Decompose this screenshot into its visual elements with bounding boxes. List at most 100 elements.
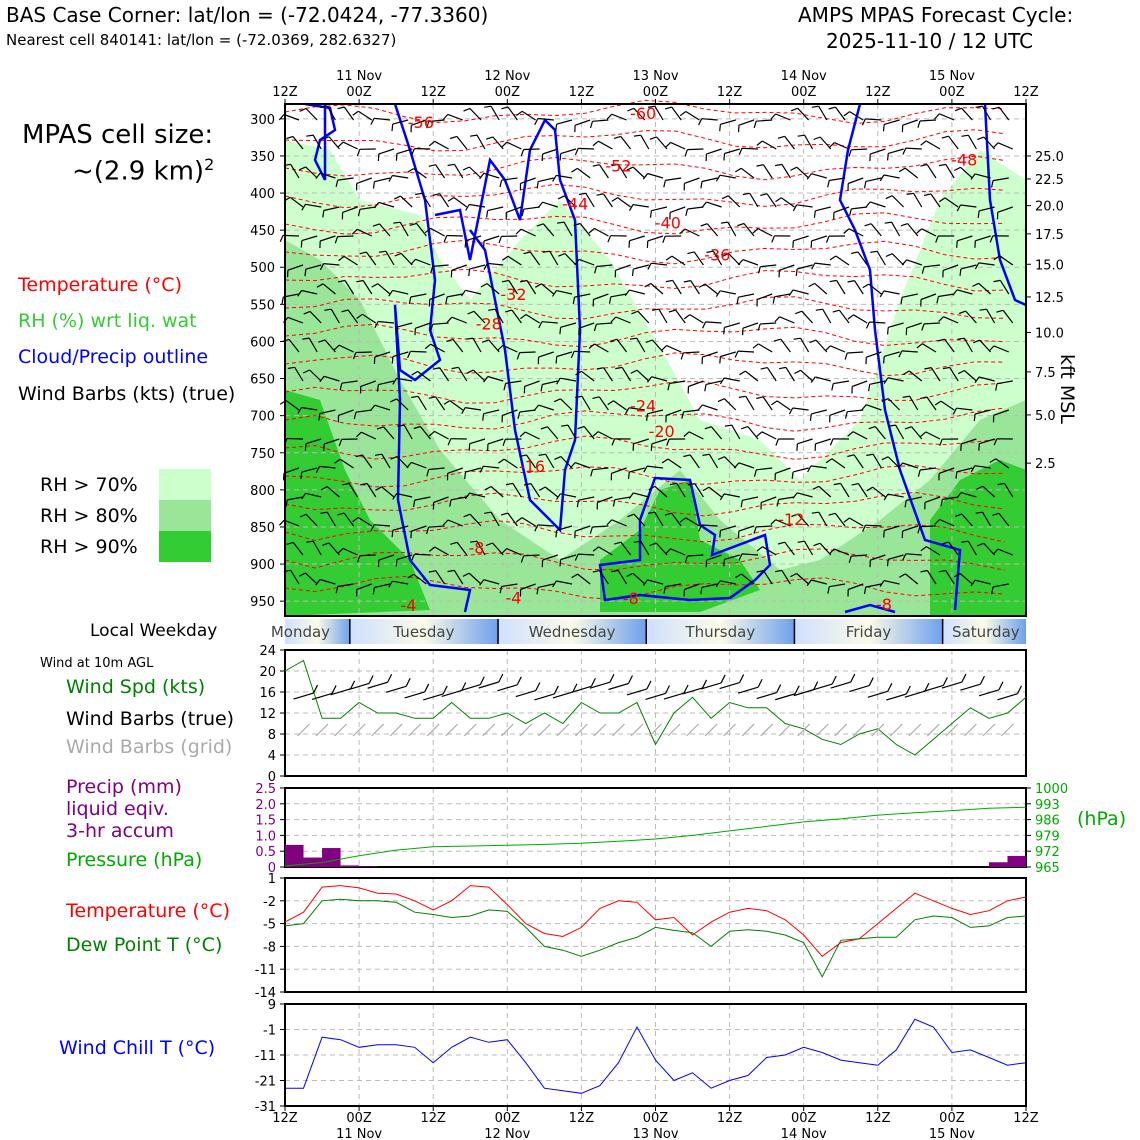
wind-barb	[428, 119, 445, 123]
wind-barb	[906, 322, 922, 329]
wind-barb-feather	[392, 378, 397, 385]
wind-barb	[997, 206, 1013, 213]
wind-barb-feather	[356, 279, 364, 283]
wind-barb-feather	[394, 252, 402, 257]
wind-barb	[756, 293, 773, 301]
wind-barb-feather	[844, 411, 848, 419]
wind-barb	[328, 542, 340, 556]
true-wind-barb-feather	[979, 675, 985, 685]
wind-barb-feather	[628, 240, 631, 248]
wind-barb	[538, 404, 554, 411]
true-wind-barb	[330, 688, 351, 696]
wind-barb	[851, 554, 868, 557]
wind-barb-feather	[278, 519, 285, 526]
wind-barb	[524, 431, 540, 440]
wind-barb	[567, 424, 577, 440]
wind-barb-feather	[341, 309, 349, 313]
wind-barb-feather	[993, 438, 998, 446]
wind-barb	[611, 467, 627, 474]
wind-barb	[396, 377, 413, 382]
true-wind-barb-feather	[813, 681, 819, 690]
true-wind-barb	[867, 690, 888, 698]
wind-barb	[337, 583, 354, 587]
wind-barb	[545, 453, 555, 469]
wind-barb	[780, 338, 791, 353]
wind-barb-feather	[594, 266, 598, 274]
wind-barb	[301, 467, 318, 473]
wind-barb	[815, 339, 828, 353]
wind-barb	[414, 553, 431, 556]
wind-barb	[683, 409, 700, 413]
wind-barb	[684, 177, 700, 184]
grid-wind-barb	[723, 723, 737, 737]
wind-barb	[581, 370, 595, 382]
true-wind-barb	[441, 689, 462, 698]
top-time-label: 00Z	[939, 85, 965, 100]
wind-barb-feather	[606, 113, 613, 120]
wind-barb-feather	[868, 426, 876, 430]
wind-barb	[724, 322, 740, 328]
pressure-tick-label: 972	[1035, 845, 1060, 860]
wind-barb-feather	[299, 166, 306, 171]
wind-barb	[671, 106, 682, 121]
wind-barb	[560, 398, 573, 411]
isotherm-contour	[284, 129, 1006, 152]
wind-barb	[840, 483, 850, 498]
wind-barb	[738, 462, 755, 469]
wind-barb-feather	[627, 471, 630, 479]
wind-barb	[926, 546, 941, 556]
wind-barb-feather	[316, 283, 324, 288]
wind-barb	[708, 453, 719, 469]
wind-barb-feather	[574, 148, 579, 156]
wind-barb	[797, 438, 813, 445]
wind-barb	[723, 493, 740, 498]
pressure-line	[284, 806, 1027, 867]
wind-barb-feather	[505, 309, 513, 313]
wind-barb-feather	[879, 290, 885, 298]
wind-barb	[670, 548, 686, 556]
wind-barb-feather	[738, 395, 746, 398]
wind-barb	[742, 259, 759, 266]
wind-barb	[651, 376, 668, 382]
wind-barb	[490, 486, 504, 498]
wind-barb	[537, 117, 554, 121]
wind-barb	[396, 554, 413, 561]
true-wind-barb	[293, 692, 314, 700]
wind-barb-feather	[500, 512, 509, 516]
wind-barb-feather	[844, 352, 848, 360]
wind-barb	[926, 164, 937, 179]
wind-barb	[596, 322, 613, 325]
wind-barb-feather	[447, 438, 452, 446]
wind-barb	[865, 524, 882, 527]
wind-barb-feather	[578, 192, 587, 196]
wind-barb	[487, 375, 504, 382]
wind-barb-feather	[778, 366, 787, 370]
wind-barb-feather	[719, 377, 725, 385]
wind-barb	[556, 580, 573, 585]
wind-barb-feather	[977, 136, 985, 141]
wind-barb-feather	[559, 153, 562, 161]
wind-barb-feather	[519, 279, 528, 283]
wind-barb	[446, 234, 463, 237]
true-wind-barb	[960, 683, 981, 691]
true-wind-barb-feather	[1016, 685, 1023, 695]
wind-barb-feather	[776, 499, 780, 507]
wind-barb-feather	[663, 586, 666, 594]
wind-panel-frame	[284, 649, 1027, 777]
wind-barb	[326, 486, 340, 498]
weekday-band	[498, 619, 647, 644]
wind-barb	[578, 322, 595, 329]
wind-barb-feather	[991, 586, 994, 594]
isotherm-contour	[284, 464, 1006, 488]
wind-barb	[301, 235, 318, 242]
wind-barb	[599, 164, 609, 179]
wind-barb	[508, 280, 518, 295]
wind-barb	[355, 351, 372, 354]
wind-barb	[942, 496, 959, 500]
wind-barb-feather	[920, 164, 928, 167]
wind-barb-feather	[753, 121, 757, 129]
grid-wind-barb	[649, 723, 662, 737]
wind-barb-feather	[923, 193, 932, 197]
wind-barb-feather	[847, 431, 854, 437]
wind-barb	[956, 407, 973, 411]
